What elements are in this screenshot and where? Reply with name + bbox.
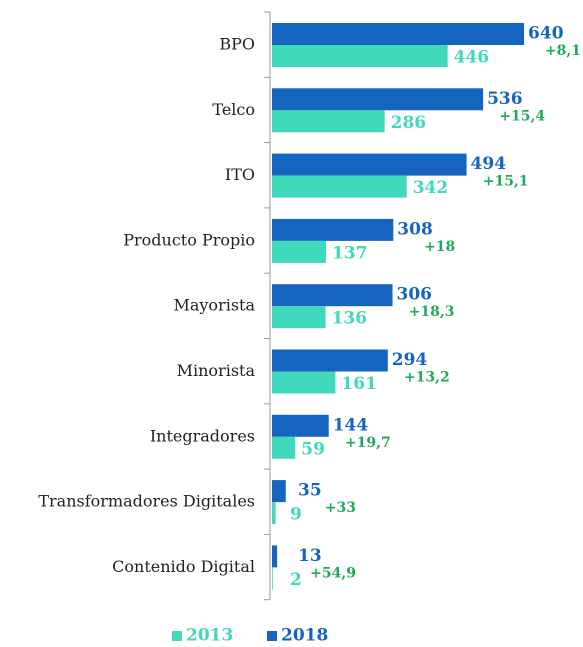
legend-label: 2018	[281, 626, 328, 646]
annotation: +18,3	[409, 304, 455, 320]
bar	[272, 218, 394, 241]
value-label: 286	[391, 113, 427, 133]
legend-label: 2013	[186, 626, 233, 646]
annotation: +8,1	[545, 43, 581, 59]
value-label: 342	[413, 178, 449, 198]
bar	[272, 110, 385, 133]
bar	[272, 284, 393, 307]
legend-swatch	[172, 631, 182, 641]
value-label: 161	[341, 374, 377, 394]
bar	[272, 23, 525, 45]
value-label: 137	[332, 243, 368, 263]
bar	[272, 88, 484, 111]
value-label: 308	[397, 219, 433, 239]
value-label: 144	[333, 415, 369, 435]
annotation: +15,1	[483, 174, 529, 190]
value-label: 9	[290, 505, 302, 525]
value-label: 494	[471, 154, 507, 174]
bar	[272, 45, 448, 67]
annotation: +19,7	[345, 435, 391, 451]
bar	[272, 480, 286, 503]
bar	[272, 306, 326, 329]
bar	[272, 175, 407, 198]
value-label: 446	[454, 48, 490, 68]
category-label: Mayorista	[173, 296, 255, 315]
bar	[272, 414, 329, 437]
category-label: BPO	[219, 35, 255, 54]
category-label: ITO	[225, 165, 255, 184]
category-label: Minorista	[177, 361, 256, 380]
category-label: Telco	[212, 100, 255, 119]
value-label: 13	[298, 546, 322, 566]
annotation: +54,9	[310, 565, 356, 581]
category-label: Producto Propio	[123, 230, 255, 249]
bar	[272, 240, 326, 263]
bar	[272, 349, 388, 372]
bar	[272, 567, 273, 590]
value-label: 536	[487, 89, 523, 109]
value-label: 136	[332, 309, 368, 329]
value-label: 294	[392, 350, 428, 370]
category-label: Transformadores Digitales	[38, 492, 255, 511]
annotation: +33	[325, 500, 356, 516]
annotation: +13,2	[404, 370, 450, 386]
bar	[272, 545, 278, 568]
category-label: Contenido Digital	[112, 557, 255, 576]
category-label: Integradores	[150, 426, 255, 445]
annotation: +15,4	[499, 108, 545, 124]
value-label: 640	[528, 24, 564, 44]
value-label: 35	[298, 481, 322, 501]
bar	[272, 153, 467, 176]
value-label: 306	[397, 285, 433, 305]
annotation: +18	[424, 239, 455, 255]
bar	[272, 502, 276, 525]
bar	[272, 436, 296, 459]
bar	[272, 371, 336, 394]
legend-swatch	[267, 631, 277, 641]
value-label: 2	[290, 570, 302, 590]
value-label: 59	[301, 439, 325, 459]
